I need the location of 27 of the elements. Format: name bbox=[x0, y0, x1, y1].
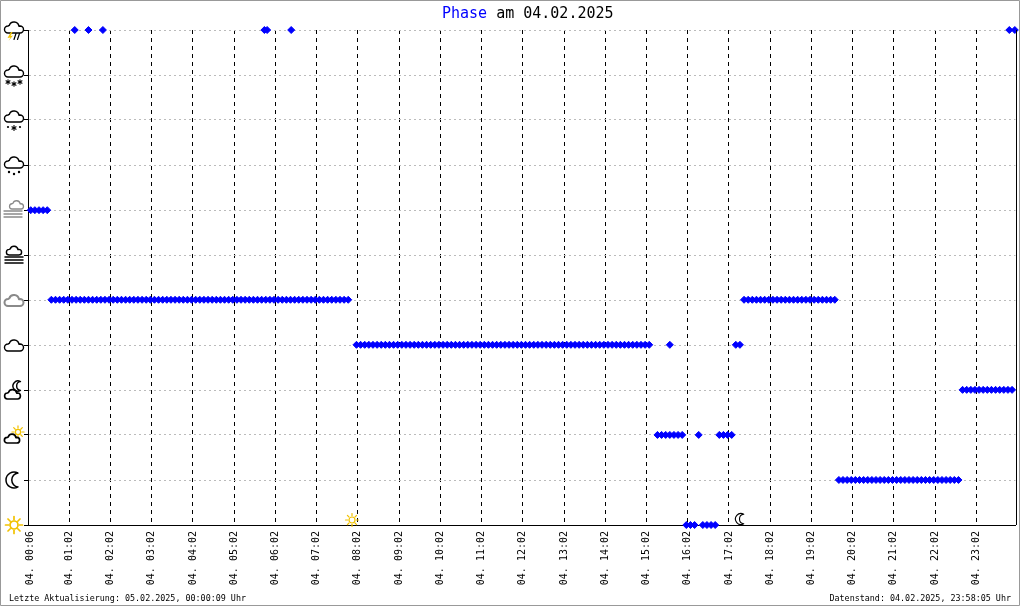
x-tick-label: 04. 07:02 bbox=[310, 531, 322, 586]
x-tick-label: 04. 19:02 bbox=[805, 531, 816, 586]
x-tick-label: 04. 21:02 bbox=[887, 531, 899, 586]
x-tick-label: 04. 02:02 bbox=[104, 531, 116, 586]
text: Letzte Aktualisierung: 05.02.2025, 00:00:09 Uhr bbox=[9, 593, 246, 604]
x-tick-label: 04. 04:02 bbox=[186, 531, 198, 586]
x-tick-label: 04. 13:02 bbox=[557, 531, 569, 586]
x-tick-label: 04. 11:02 bbox=[475, 531, 487, 586]
x-tick-label: 04. 12:02 bbox=[516, 531, 528, 586]
x-tick-label: 04. 23:02 bbox=[969, 531, 981, 586]
x-tick-label: 04. 06:02 bbox=[268, 531, 280, 586]
x-tick-label: 04. 05:02 bbox=[227, 531, 239, 586]
x-tick-label: 04. 10:02 bbox=[433, 531, 445, 586]
x-tick-label: 04. 20:02 bbox=[846, 531, 858, 586]
text: Datenstand: 04.02.2025, 23:58:05 Uhr bbox=[829, 593, 1011, 604]
x-tick-label: 04. 17:02 bbox=[722, 531, 734, 586]
x-tick-label: 04. 08:02 bbox=[351, 531, 363, 586]
x-tick-label: 04. 15:02 bbox=[640, 531, 652, 586]
x-tick-label: 04. 09:02 bbox=[392, 531, 404, 586]
x-tick-label: 04. 16:02 bbox=[681, 531, 693, 586]
x-tick-label: 04. 03:02 bbox=[145, 531, 157, 586]
x-tick-label: 04. 18:02 bbox=[763, 531, 775, 586]
x-tick-label: 04. 22:02 bbox=[928, 531, 940, 586]
x-tick-label: 04. 01:02 bbox=[62, 531, 74, 586]
x-tick-label: 04. 00:06 bbox=[24, 531, 36, 586]
chart-title: Phase am 04.02.2025 bbox=[441, 3, 614, 22]
x-tick-label: 04. 14:02 bbox=[598, 531, 610, 586]
